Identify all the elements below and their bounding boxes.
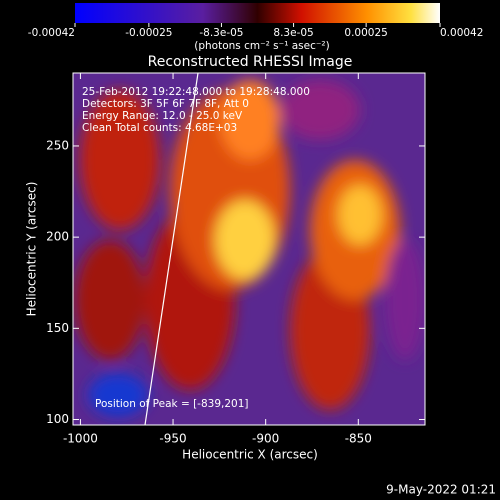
- colorbar-tick-label: -8.3e-05: [199, 27, 243, 39]
- annotation: Energy Range: 12.0 - 25.0 keV: [82, 110, 243, 122]
- x-tick-label: -950: [159, 432, 186, 446]
- plot-frame: [72, 72, 426, 426]
- colorbar-unit: (photons cm⁻² s⁻¹ asec⁻²): [194, 40, 329, 52]
- peak-label: Position of Peak = [-839,201]: [95, 398, 249, 410]
- colorbar-tick-label: -0.00025: [125, 27, 172, 39]
- colorbar-tick-label: 0.00025: [344, 27, 387, 39]
- annotation: Clean Total counts: 4.68E+03: [82, 122, 237, 134]
- timestamp: 9-May-2022 01:21: [386, 483, 496, 497]
- colorbar-tick-label: 0.00042: [440, 27, 483, 39]
- colorbar-tick-label: 8.3e-05: [273, 27, 313, 39]
- annotation: 25-Feb-2012 19:22:48.000 to 19:28:48.000: [82, 86, 310, 98]
- x-tick-label: -1000: [63, 432, 98, 446]
- x-axis-label: Heliocentric X (arcsec): [182, 448, 318, 462]
- chart-title: Reconstructed RHESSI Image: [148, 54, 353, 70]
- image: [73, 73, 425, 425]
- y-tick-label: 250: [46, 138, 69, 152]
- y-tick-label: 150: [46, 321, 69, 335]
- y-axis-label: Heliocentric Y (arcsec): [25, 182, 39, 317]
- x-tick-label: -900: [252, 432, 279, 446]
- y-tick-label: 200: [46, 230, 69, 244]
- annotation: Detectors: 3F 5F 6F 7F 8F, Att 0: [82, 98, 249, 110]
- x-tick-label: -850: [345, 432, 372, 446]
- colorbar-tick-label: -0.00042: [28, 27, 75, 39]
- colorbar: [75, 3, 440, 23]
- y-tick-label: 100: [46, 412, 69, 426]
